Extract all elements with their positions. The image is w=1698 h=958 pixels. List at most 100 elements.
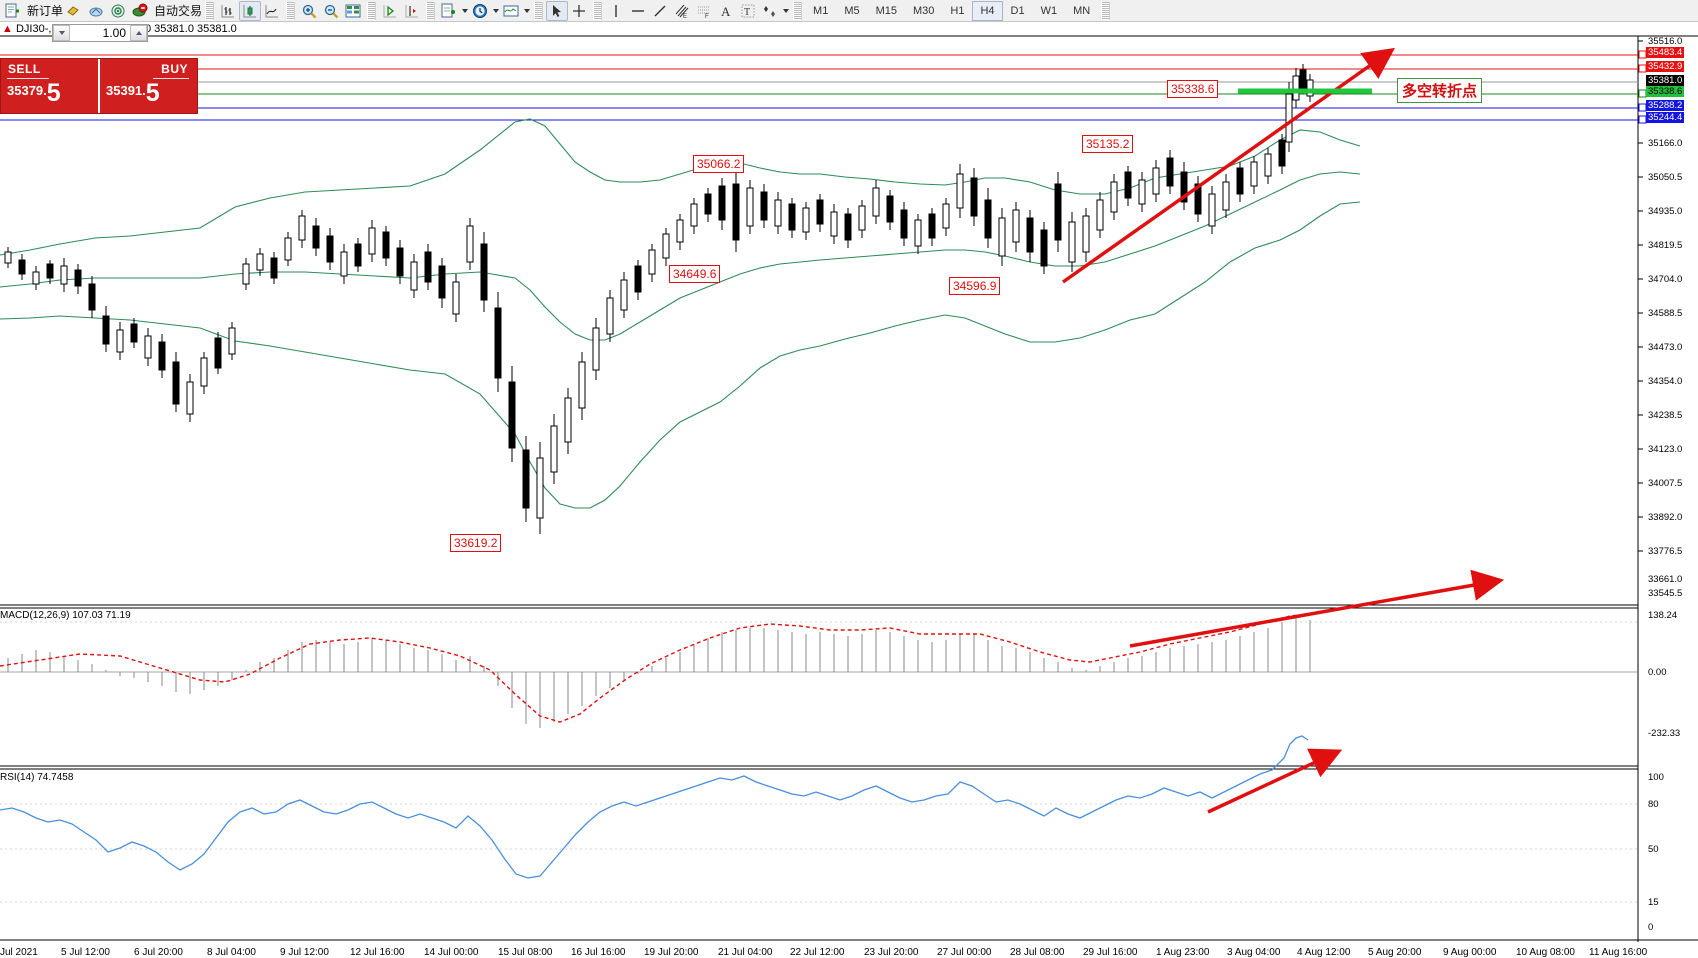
macd-axis-min: -232.33 [1648,728,1681,739]
time-tick: 9 Aug 00:00 [1443,947,1497,958]
cloud-icon[interactable] [85,1,107,21]
time-tick: 15 Jul 08:00 [498,947,553,958]
price-level-35483[interactable]: 35483.4 [1646,47,1685,58]
macd-indicator-label[interactable]: MACD(12,26,9) 107.03 71.19 [0,610,131,621]
cursor-icon[interactable] [546,0,569,21]
rsi-indicator-label[interactable]: RSI(14) 74.7458 [0,772,74,783]
volume-increase-button[interactable] [130,25,147,41]
timeframe-w1[interactable]: W1 [1040,4,1058,17]
buy-price-sep: . [142,83,146,98]
timeframe-m5[interactable]: M5 [844,4,860,17]
volume-stepper[interactable]: 1.00 [52,24,148,42]
price-tick: 34238.5 [1648,410,1683,421]
indicators-icon[interactable] [438,1,460,21]
timeframe-m1[interactable]: M1 [813,4,829,17]
annotation-34649[interactable]: 34649.6 [669,265,721,283]
templates-dropdown-arrow[interactable] [522,2,531,20]
svg-text:E: E [683,14,687,19]
chart-canvas[interactable]: ▲ DJI30-,H4 35381.0 35381.0 35381.0 3538… [0,22,1698,958]
rsi-axis-80: 80 [1648,799,1659,810]
time-tick: 22 Jul 12:00 [790,947,845,958]
rsi-axis-15: 15 [1648,897,1659,908]
timeframe-h4[interactable]: H4 [972,0,1003,21]
price-level-35244[interactable]: 35244.4 [1646,112,1685,123]
equidistant-channel-icon[interactable]: E [671,1,693,21]
annotation-35338[interactable]: 35338.6 [1167,80,1219,98]
hline-icon[interactable] [627,1,649,21]
toolbar-separator [367,1,377,20]
candlestick-chart-icon[interactable] [239,0,262,21]
annotation-35135[interactable]: 35135.2 [1082,135,1134,153]
timeframe-m15[interactable]: M15 [875,4,897,17]
time-tick: 1 Aug 23:00 [1156,947,1210,958]
buy-side[interactable]: BUY 35391.5 [100,59,197,113]
timeframe-m30[interactable]: M30 [913,4,935,17]
signal-icon[interactable] [107,1,129,21]
price-level-35288[interactable]: 35288.2 [1646,100,1685,111]
rsi-axis-50: 50 [1648,844,1659,855]
rsi-axis-0: 0 [1648,922,1654,933]
svg-text:A: A [721,4,731,19]
timeframe-h1[interactable]: H1 [950,4,965,17]
main-toolbar: 新订单 自动交易 [0,0,1698,22]
new-order-label[interactable]: 新订单 [27,4,64,18]
sell-button[interactable]: SELL [8,62,41,76]
vline-icon[interactable] [605,1,627,21]
price-level-35432[interactable]: 35432.9 [1646,61,1685,72]
price-tick: 33661.0 [1648,574,1683,585]
one-click-trading-panel[interactable]: SELL 35379.5 BUY 35391.5 [0,58,198,114]
bar-chart-icon[interactable] [217,1,239,21]
timeframe-mn[interactable]: MN [1073,4,1091,17]
price-tick: 34588.5 [1648,308,1683,319]
price-tick: 35050.5 [1648,172,1683,183]
chart-drawing-surface[interactable] [0,22,1698,942]
price-level-35338[interactable]: 35338.6 [1646,86,1685,97]
volume-input[interactable]: 1.00 [102,26,126,40]
line-chart-icon[interactable] [261,1,283,21]
zoom-in-icon[interactable] [298,1,320,21]
annotation-34596[interactable]: 34596.9 [949,277,1001,295]
templates-icon[interactable] [500,1,522,21]
turning-point-annotation[interactable]: 多空转折点 [1397,78,1483,103]
sell-underline [7,78,49,79]
auto-trading-label[interactable]: 自动交易 [154,4,203,18]
indicators-dropdown-arrow[interactable] [460,2,469,20]
trendline-icon[interactable] [649,1,671,21]
candlestick-series [4,64,1314,534]
price-tick: 35516.0 [1648,36,1683,47]
fibonacci-icon[interactable]: F [693,1,715,21]
crosshair-icon[interactable] [568,1,590,21]
sell-price: 35379.5 [7,81,61,106]
label-icon[interactable]: T [737,1,759,21]
price-tick: 35166.0 [1648,138,1683,149]
time-tick: 8 Jul 04:00 [207,947,256,958]
volume-decrease-button[interactable] [53,25,70,41]
rsi-line [0,735,1309,879]
buy-button[interactable]: BUY [161,62,188,76]
sell-side[interactable]: SELL 35379.5 [1,59,98,113]
toolbar-separator [793,1,803,20]
time-tick: 28 Jul 08:00 [1010,947,1065,958]
buy-price-frac: 5 [145,79,160,107]
price-level-current: 35381.0 [1646,75,1685,86]
auto-trading-icon[interactable] [129,1,151,21]
shift-start-icon[interactable] [379,1,401,21]
collapse-arrow-icon[interactable]: ▲ [2,23,13,35]
new-order-icon[interactable] [2,1,24,21]
shift-end-icon[interactable] [401,1,423,21]
data-window-icon[interactable] [342,1,364,21]
price-tick: 33892.0 [1648,512,1683,523]
buy-price: 35391.5 [106,81,160,106]
text-icon[interactable]: A [715,1,737,21]
zoom-out-icon[interactable] [320,1,342,21]
expert-advisor-icon[interactable] [63,1,85,21]
annotation-35066[interactable]: 35066.2 [693,155,745,173]
timeframe-d1[interactable]: D1 [1010,4,1025,17]
periods-icon[interactable] [469,1,491,21]
annotation-33619[interactable]: 33619.2 [450,534,502,552]
time-tick: 27 Jul 00:00 [937,947,992,958]
toolbar-separator [593,1,603,20]
shapes-dropdown-arrow[interactable] [781,2,790,20]
shapes-icon[interactable] [759,1,781,21]
periods-dropdown-arrow[interactable] [491,2,500,20]
